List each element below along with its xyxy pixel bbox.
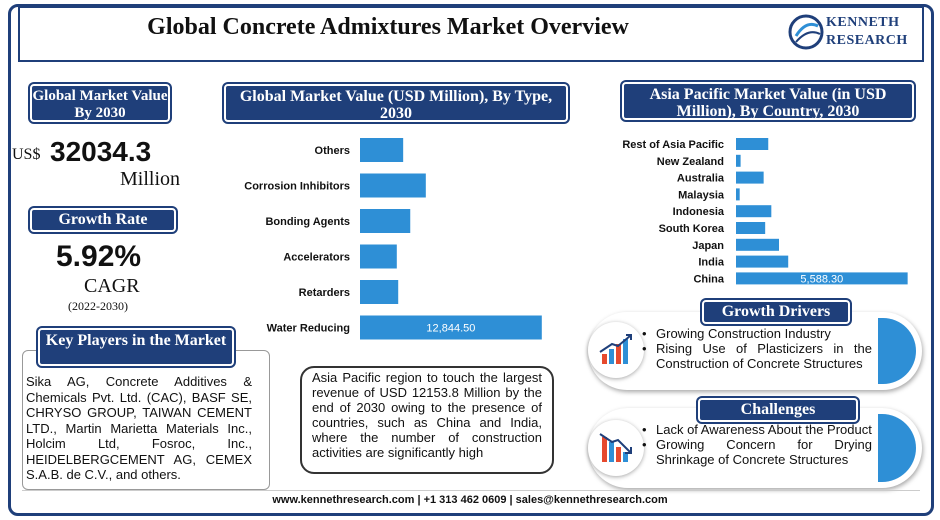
bar (360, 138, 404, 162)
category-label: Corrosion Inhibitors (244, 181, 350, 193)
growth-drivers-badge: Growth Drivers (702, 300, 850, 324)
market-value-unit: Million (120, 168, 181, 190)
key-players-text: Sika AG, Concrete Additives & Chemicals … (26, 374, 252, 482)
category-label: Japan (692, 240, 724, 252)
bar (736, 238, 779, 251)
brand-line-2: RESEARCH (826, 33, 908, 48)
rising-bar-chart-icon (588, 322, 644, 378)
brand-line-1: KENNETH (826, 15, 900, 30)
country-bar-chart: Rest of Asia Pacific New Zealand Australia… (622, 138, 908, 285)
globe-logo-icon (788, 14, 824, 50)
category-label: Indonesia (673, 206, 725, 218)
title-banner (18, 6, 924, 62)
challenge-item: Lack of Awareness About the Product (640, 422, 872, 437)
asia-pacific-note: Asia Pacific region to touch the largest… (300, 366, 554, 474)
category-label: South Korea (659, 223, 725, 235)
bar (360, 209, 411, 233)
key-players-card (22, 350, 270, 490)
bar (736, 222, 766, 234)
bar (736, 272, 908, 285)
category-label: Rest of Asia Pacific (622, 139, 724, 151)
growth-rate-badge: Growth Rate (30, 208, 176, 232)
market-value-number: 32034.3 (50, 136, 152, 167)
category-label: China (693, 273, 724, 285)
bar (736, 171, 764, 184)
market-value-badge: Global Market Value By 2030 (30, 84, 170, 122)
bar (360, 315, 542, 340)
page-title: Global Concrete Admixtures Market Overvi… (147, 14, 629, 40)
bar (360, 244, 397, 269)
type-chart-badge: Global Market Value (USD Million), By Ty… (224, 84, 568, 122)
category-label: Retarders (299, 287, 350, 299)
challenge-item: Growing Concern for Drying Shrinkage of … (640, 437, 872, 467)
driver-item: Rising Use of Plasticizers in the Constr… (640, 341, 872, 371)
footer-contact: www.kennethresearch.com | +1 313 462 060… (272, 494, 668, 506)
growth-rate-value: 5.92% (56, 240, 142, 273)
data-label: 12,844.50 (426, 323, 475, 335)
bar (360, 280, 399, 304)
country-chart-badge: Asia Pacific Market Value (in USD Millio… (622, 82, 914, 120)
category-label: Accelerators (283, 252, 350, 264)
cagr-period: (2022-2030) (68, 299, 128, 313)
footer-divider (22, 490, 920, 514)
category-label: Australia (677, 173, 725, 185)
driver-item: Growing Construction Industry (640, 326, 872, 341)
type-bar-chart: Others Corrosion Inhibitors Bonding Agents… (244, 138, 542, 340)
bar (736, 255, 789, 268)
falling-bar-chart-icon (588, 420, 644, 476)
bar (736, 138, 769, 150)
infographic-frame (8, 4, 934, 516)
category-label: Malaysia (678, 189, 725, 201)
bar (736, 188, 740, 201)
brand-logo-text: KENNETH RESEARCH (826, 14, 908, 50)
key-players-badge: Key Players in the Market (38, 328, 234, 366)
challenges-badge: Challenges (698, 398, 858, 422)
drivers-list: Growing Construction Industry Rising Use… (640, 326, 872, 371)
cagr-label: CAGR (84, 275, 140, 297)
category-label: Bonding Agents (265, 216, 350, 228)
category-label: New Zealand (657, 156, 724, 168)
category-label: India (698, 257, 725, 269)
challenges-list: Lack of Awareness About the Product Grow… (640, 422, 872, 467)
category-label: Water Reducing (267, 323, 350, 335)
bar (736, 205, 772, 218)
data-label: 5,588.30 (800, 273, 843, 285)
category-label: Others (315, 145, 350, 157)
currency-label: US$ (12, 146, 41, 163)
bar (360, 173, 426, 198)
bar (736, 154, 741, 167)
